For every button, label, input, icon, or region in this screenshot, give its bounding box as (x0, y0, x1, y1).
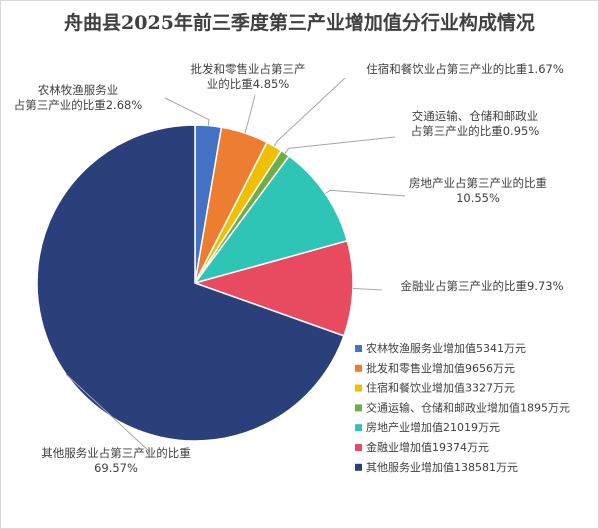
data-label-4: 房地产业占第三产业的比重 10.55% (409, 176, 547, 205)
leader-line-5 (352, 288, 383, 291)
leader-line-6 (65, 373, 151, 453)
data-label-6: 其他服务业占第三产业的比重 69.57% (41, 446, 191, 475)
legend-swatch-6 (355, 463, 362, 471)
data-label-2: 住宿和餐饮业占第三产业的比重1.67% (366, 62, 564, 76)
legend-swatch-5 (355, 444, 362, 451)
leader-line-1 (244, 94, 256, 134)
data-label-5: 金融业占第三产业的比重9.73% (400, 279, 563, 293)
legend-label-0: 农林牧渔服务业增加值5341万元 (366, 341, 526, 355)
legend-label-4: 房地产业增加值21019万元 (366, 420, 500, 434)
legend-label-6: 其他服务业增加值138581万元 (366, 460, 518, 474)
leader-line-2 (273, 77, 346, 147)
leader-line-0 (164, 97, 210, 126)
legend-swatch-2 (355, 384, 362, 392)
legend-label-5: 金融业增加值19374万元 (366, 440, 489, 454)
legend-swatch-0 (355, 345, 362, 352)
leader-line-4 (325, 189, 406, 197)
legend-label-1: 批发和零售业增加值9656万元 (366, 361, 515, 375)
leader-line-3 (284, 136, 396, 154)
legend-swatch-1 (355, 364, 362, 372)
legend-label-2: 住宿和餐饮业增加值3327万元 (366, 381, 515, 395)
data-label-0: 农林牧渔服务业占第三产业的比重2.68% (14, 83, 143, 112)
legend-label-3: 交通运输、仓储和邮政业增加值1895万元 (366, 400, 570, 414)
data-label-1: 批发和零售业占第三产业的比重4.85% (191, 62, 306, 91)
chart-title: 舟曲县2025年前三季度第三产业增加值分行业构成情况 (64, 12, 535, 34)
data-label-3: 交通运输、仓储和邮政业占第三产业的比重0.95% (411, 109, 540, 138)
legend-swatch-3 (355, 404, 362, 412)
legend-swatch-4 (355, 424, 362, 432)
